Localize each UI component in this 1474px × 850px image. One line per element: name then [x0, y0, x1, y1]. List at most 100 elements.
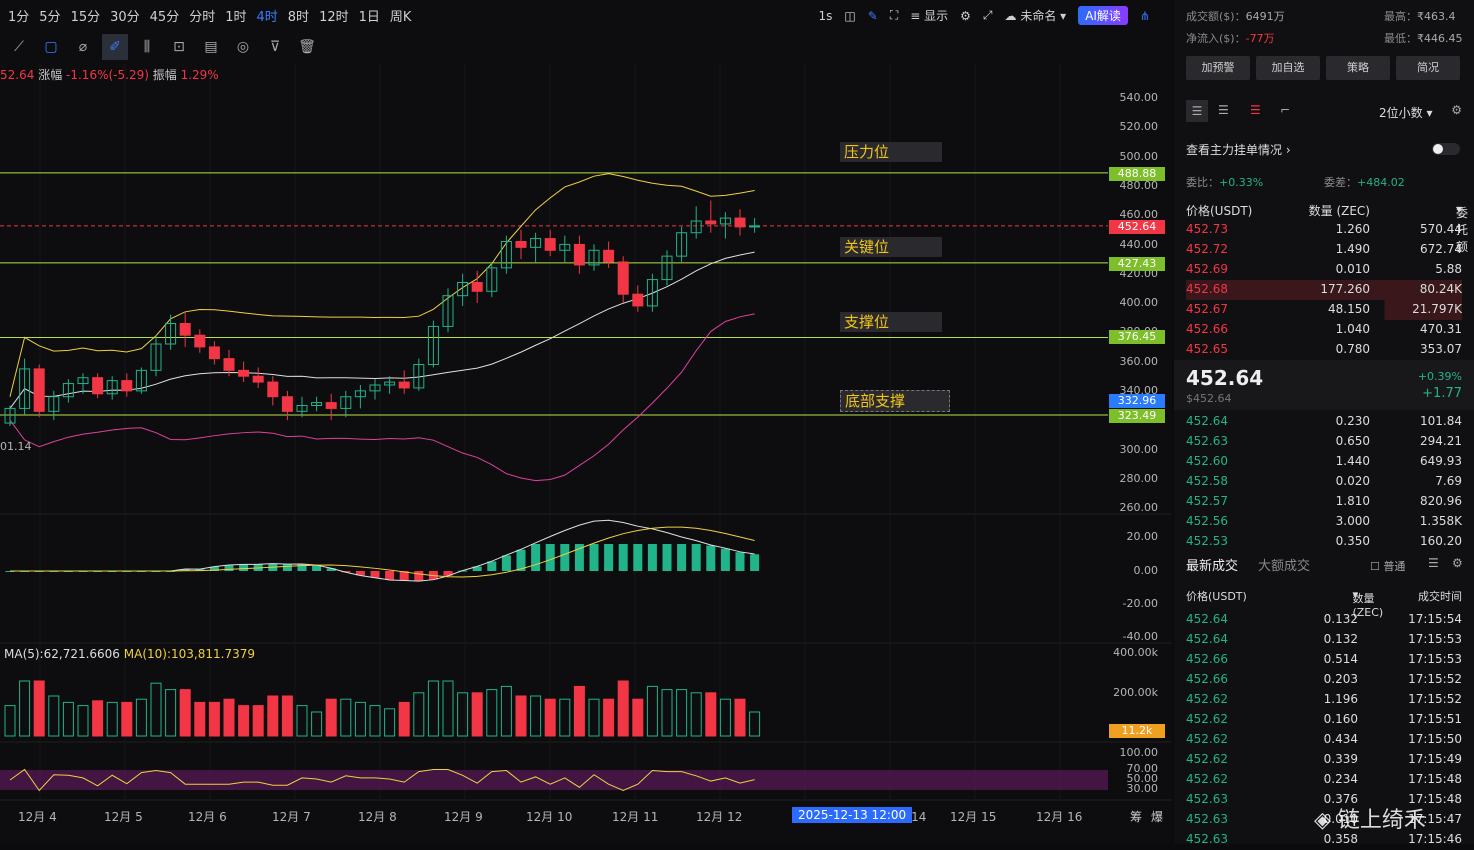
ask-row[interactable]: 452.68 177.260 80.24K [1186, 280, 1462, 300]
volume-bar [530, 695, 542, 737]
trade-qty-header[interactable]: 数量(ZEC) ▾ [1352, 588, 1384, 619]
timeframe-4[interactable]: 45分 [149, 9, 180, 25]
liquidation-tab[interactable]: 爆 [1151, 810, 1164, 824]
timeframe-11[interactable]: 周K [389, 9, 412, 25]
timeframe-7[interactable]: 4时 [256, 9, 278, 25]
ask-row[interactable]: 452.73 1.260 570.44 [1186, 220, 1462, 240]
ask-row[interactable]: 452.72 1.490 672.74 [1186, 240, 1462, 260]
timeframe-10[interactable]: 1日 [358, 9, 380, 25]
trade-time: 17:15:51 [1408, 712, 1462, 726]
timeframe-1[interactable]: 5分 [39, 9, 61, 25]
lock-icon[interactable]: ⊡ [173, 39, 185, 55]
candlestick-chart[interactable] [0, 0, 1172, 844]
trade-row: 452.62 0.160 17:15:51 [1186, 710, 1462, 730]
normal-checkbox[interactable]: ☐ 普通 [1370, 560, 1406, 573]
watermark-text: 链上绮禾 [1337, 808, 1426, 833]
expand-icon[interactable]: ⤢ [982, 8, 993, 22]
ob-qty: 1.440 [1335, 454, 1370, 468]
trendline-icon[interactable]: ⟋ [14, 39, 24, 55]
chart-right-tools: 1s ◫ ✎ ⛶ ≡ 显示 ⚙ ⤢ ☁ 未命名 ▾ AI解读 ⋔ [819, 6, 1150, 25]
camera-icon[interactable]: ◫ [844, 8, 856, 23]
timeframe-8[interactable]: 8时 [287, 9, 310, 25]
magnet-icon[interactable]: ◎ [236, 39, 250, 55]
display-button[interactable]: ≡ 显示 [910, 9, 949, 23]
layout-button[interactable]: ☁ 未命名 ▾ [1004, 9, 1067, 23]
macd-bar [750, 554, 760, 571]
vol-tick-0: 400.00k [1113, 646, 1158, 659]
volume-bar [208, 701, 220, 737]
ob-total: 672.74 [1420, 242, 1462, 256]
bid-row[interactable]: 452.64 0.230 101.84 [1186, 412, 1462, 432]
ob-total-header[interactable]: 委托额 ▾ [1455, 202, 1468, 254]
candle-body [413, 364, 425, 389]
timeframe-6[interactable]: 1时 [225, 9, 247, 25]
select-icon[interactable]: ▢ [44, 39, 58, 55]
fullscreen-icon[interactable]: ⛶ [889, 8, 899, 22]
ratio-stat: 委比：+0.33% [1186, 174, 1263, 190]
macd-bar [589, 544, 599, 571]
macd-bar [355, 571, 365, 576]
key-annotation[interactable]: 关键位 [840, 237, 942, 257]
ai-button[interactable]: AI解读 [1078, 6, 1128, 25]
ask-row[interactable]: 452.69 0.010 5.88 [1186, 260, 1462, 280]
candle-body [690, 220, 702, 234]
settings-icon[interactable]: ⚙ [960, 8, 971, 23]
overview-button[interactable]: 简况 [1396, 56, 1460, 80]
timeframe-5[interactable]: 分时 [189, 9, 216, 25]
timeframe-0[interactable]: 1分 [8, 9, 30, 25]
candle-body [267, 381, 279, 398]
chart-area[interactable]: 1分 5分 15分 30分 45分 分时 1时 4时 8时 12时 1日 周K 1s ◫ ✎ ⛶ ≡ … [0, 0, 1172, 844]
large-trades-tab[interactable]: 大额成交 [1258, 559, 1311, 574]
timeframe-2[interactable]: 15分 [70, 9, 101, 25]
ob-total: 80.24K [1419, 282, 1462, 296]
share-icon[interactable]: ⋔ [1139, 8, 1150, 23]
bid-row[interactable]: 452.56 3.000 1.358K [1186, 512, 1462, 532]
bottom-annotation[interactable]: 底部支撑 [840, 390, 950, 412]
macd-bar [297, 564, 307, 571]
price-tick-5: 440.00 [1119, 237, 1159, 251]
volume-bar [500, 685, 512, 737]
asks-view-icon[interactable]: ☰ [1250, 103, 1261, 117]
bid-row[interactable]: 452.53 0.350 160.20 [1186, 532, 1462, 552]
ob-total: 160.20 [1420, 534, 1462, 548]
ob-qty: 0.020 [1335, 474, 1370, 488]
bid-row[interactable]: 452.63 0.650 294.21 [1186, 432, 1462, 452]
ruler-icon[interactable]: ⌀ [78, 39, 88, 55]
brush-icon[interactable]: ✐ [102, 34, 128, 60]
edit-icon[interactable]: ▤ [204, 39, 218, 55]
trash-icon[interactable]: 🗑 [298, 39, 316, 55]
low-stat: 最低：₹446.45 [1384, 30, 1463, 46]
alert-button[interactable]: 加预警 [1186, 56, 1250, 80]
ask-row[interactable]: 452.66 1.040 470.31 [1186, 320, 1462, 340]
chip-tab[interactable]: 筹 [1130, 810, 1143, 824]
bid-row[interactable]: 452.57 1.810 820.96 [1186, 492, 1462, 512]
bid-row[interactable]: 452.60 1.440 649.93 [1186, 452, 1462, 472]
depth-view-icon[interactable]: ⌐ [1280, 103, 1291, 117]
ask-row[interactable]: 452.65 0.780 353.07 [1186, 340, 1462, 360]
latest-trades-tab[interactable]: 最新成交 [1186, 559, 1239, 574]
filter-icon[interactable]: ⊽ [269, 39, 281, 55]
bid-row[interactable]: 452.58 0.020 7.69 [1186, 472, 1462, 492]
trade-time: 17:15:48 [1408, 792, 1462, 806]
candle-body [719, 217, 731, 225]
timeframe-3[interactable]: 30分 [110, 9, 140, 25]
timeframe-9[interactable]: 12时 [319, 9, 349, 25]
interval-button[interactable]: 1s [818, 8, 833, 23]
trade-settings-icon[interactable]: ⚙ [1452, 556, 1463, 570]
support-annotation[interactable]: 支撑位 [840, 312, 942, 332]
ask-row[interactable]: 452.67 48.150 21.797K [1186, 300, 1462, 320]
bids-view-icon[interactable]: ☰ [1218, 103, 1229, 117]
both-view-icon[interactable]: ☰ [1186, 100, 1208, 122]
trade-list-icon[interactable]: ☰ [1428, 556, 1439, 570]
strategy-button[interactable]: 策略 [1326, 56, 1390, 80]
precision-select[interactable]: 2位小数 ▾ [1379, 106, 1433, 120]
watchlist-button[interactable]: 加自选 [1256, 56, 1320, 80]
main-orders-link[interactable]: 查看主力挂单情况 › [1186, 143, 1291, 157]
main-orders-toggle[interactable] [1432, 143, 1460, 155]
resistance-annotation[interactable]: 压力位 [840, 142, 942, 162]
trade-row: 452.66 0.514 17:15:53 [1186, 650, 1462, 670]
bars-icon[interactable]: ⫼ [143, 39, 151, 55]
pencil-icon[interactable]: ✎ [867, 8, 878, 23]
panel-settings-icon[interactable]: ⚙ [1451, 103, 1462, 117]
time-tick-5: 12月 9 [444, 810, 483, 824]
